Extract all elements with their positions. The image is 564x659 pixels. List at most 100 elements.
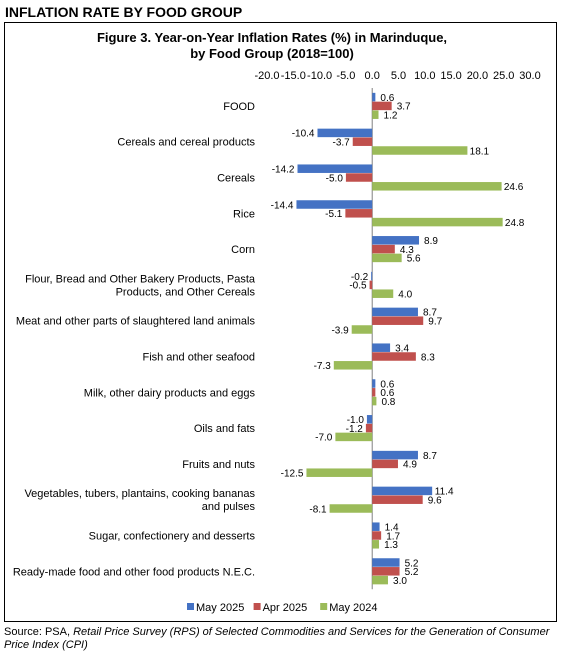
bar [372, 388, 376, 397]
data-label: 11.4 [435, 487, 454, 498]
data-label: -0.2 [351, 272, 369, 283]
category-label-line: Vegetables, tubers, plantains, cooking b… [24, 488, 255, 500]
bar [372, 217, 503, 227]
source-prefix: Source: PSA, [4, 626, 74, 638]
bar [372, 495, 423, 504]
data-label: 0.8 [381, 397, 395, 408]
data-label: -14.4 [271, 200, 294, 211]
x-tick-label: 10.0 [414, 70, 435, 82]
legend-label: Apr 2025 [263, 602, 308, 614]
bar [345, 173, 373, 182]
bar [372, 253, 402, 263]
data-label: 3.7 [397, 102, 411, 113]
data-label: -0.5 [349, 281, 367, 292]
bar [372, 316, 424, 325]
category-label-line: and pulses [202, 501, 256, 513]
source-italic: Retail Price Survey (RPS) of Selected Co… [4, 626, 550, 651]
data-label: 9.7 [428, 316, 442, 327]
data-label: 0.6 [380, 388, 394, 399]
data-label: 18.1 [470, 146, 490, 157]
x-tick-label: 25.0 [493, 70, 514, 82]
x-tick-label: 5.0 [391, 70, 406, 82]
category-label: Cereals [217, 173, 255, 185]
category-label: Corn [231, 244, 255, 256]
category-label: Fish and other seafood [142, 352, 255, 364]
category-label-line: Flour, Bread and Other Bakery Products, … [25, 273, 256, 285]
data-label: -1.0 [347, 415, 365, 426]
bar [372, 289, 394, 298]
bar [372, 146, 468, 155]
bar [372, 558, 400, 567]
data-label: 5.2 [405, 567, 419, 578]
bar [372, 459, 398, 469]
bar [372, 531, 382, 540]
category-label-line: Corn [231, 244, 255, 256]
data-label: -7.0 [315, 433, 333, 444]
bar [296, 200, 373, 209]
bar [372, 110, 379, 119]
legend-swatch [253, 603, 261, 610]
x-tick-label: -10.0 [307, 70, 332, 82]
bar [366, 415, 373, 424]
chart-title-line1: Figure 3. Year-on-Year Inflation Rates (… [97, 30, 447, 45]
legend-swatch [320, 603, 328, 610]
data-label: 4.0 [398, 289, 412, 300]
bar [372, 92, 376, 102]
bar [335, 432, 373, 442]
category-label-line: FOOD [223, 101, 255, 113]
category-label-line: Milk, other dairy products and eggs [84, 387, 256, 399]
chart-title-line2: by Food Group (2018=100) [190, 46, 354, 61]
category-label-line: Cereals and cereal products [117, 137, 255, 149]
data-label: 8.3 [421, 352, 435, 363]
data-label: 8.7 [423, 451, 437, 462]
bar [333, 361, 373, 370]
category-label-line: Ready-made food and other food products … [13, 566, 255, 578]
x-tick-label: 30.0 [519, 70, 540, 82]
bar [351, 325, 373, 334]
bar [372, 379, 376, 388]
bar [372, 236, 420, 245]
bar [365, 423, 373, 433]
category-label: FOOD [223, 101, 255, 113]
data-label: -10.4 [292, 129, 315, 140]
data-label: -3.7 [333, 137, 351, 148]
bar [372, 567, 400, 576]
bar [306, 468, 373, 477]
bar [372, 352, 416, 361]
data-label: 1.7 [386, 531, 400, 542]
category-label: Fruits and nuts [182, 459, 255, 471]
bar [369, 280, 373, 290]
category-label: Sugar, confectionery and desserts [89, 531, 256, 543]
data-label: -5.1 [325, 209, 343, 220]
bars-group: 0.63.71.2-10.4-3.718.1-14.2-5.024.6-14.4… [271, 92, 525, 587]
category-label: Milk, other dairy products and eggs [84, 387, 256, 399]
category-label: Vegetables, tubers, plantains, cooking b… [24, 488, 255, 513]
x-tick-label: 15.0 [440, 70, 461, 82]
bar [372, 522, 380, 531]
bar [372, 450, 418, 460]
bar [297, 164, 373, 173]
bar [372, 540, 380, 549]
data-label: 0.6 [380, 379, 394, 390]
bar [329, 504, 373, 513]
data-label: 24.8 [505, 218, 525, 229]
legend-swatch [187, 603, 194, 610]
x-tick-label: -20.0 [254, 70, 279, 82]
category-label: Oils and fats [194, 423, 256, 435]
data-label: -12.5 [281, 468, 304, 479]
chart-frame [4, 22, 557, 622]
data-label: -3.9 [331, 325, 349, 336]
data-label: 8.9 [424, 236, 438, 247]
bar [372, 486, 433, 496]
data-label: 24.6 [504, 182, 524, 193]
category-label-line: Oils and fats [194, 423, 256, 435]
category-label: Ready-made food and other food products … [13, 566, 255, 578]
data-label: 0.6 [380, 93, 394, 104]
legend-label: May 2025 [196, 602, 244, 614]
data-label: 9.6 [428, 495, 442, 506]
bar [345, 209, 373, 218]
bar [372, 575, 388, 585]
x-tick-label: -5.0 [336, 70, 355, 82]
bar [372, 307, 418, 317]
data-label: 1.3 [384, 540, 398, 551]
